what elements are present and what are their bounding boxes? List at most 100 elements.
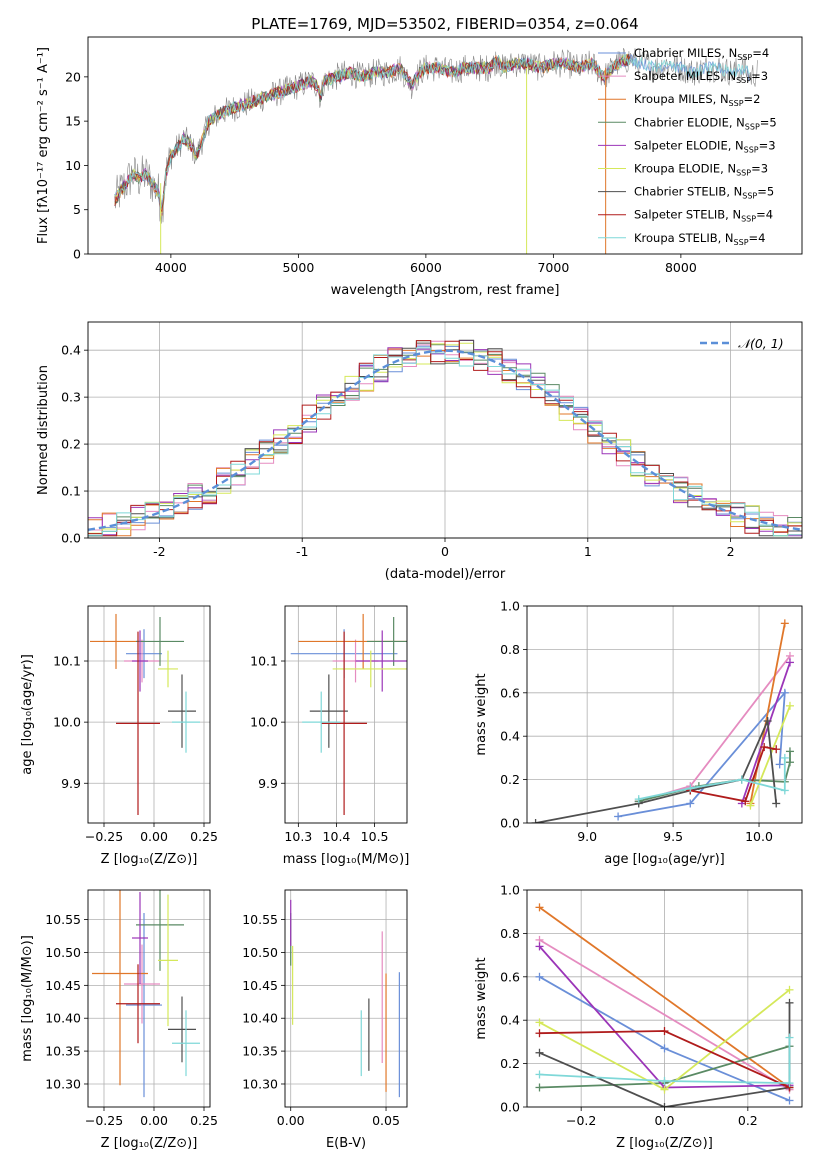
y-tick-label: 10.45: [242, 978, 278, 993]
y-tick-label: 10.55: [242, 912, 278, 927]
axes-frame: [87, 36, 803, 255]
weight-vs-age-panel: 9.0 9.5 10.0 0.0 0.2 0.4 0.6 0.8 1.0 age [log₁₀(a…: [474, 599, 803, 867]
y-tick-label: 9.9: [61, 776, 81, 791]
figure-title: PLATE=1769, MJD=53502, FIBERID=0354, z=0…: [251, 15, 638, 33]
legend-label: Kroupa MILES, NSSP=2: [634, 92, 760, 108]
x-tick-label: 0: [441, 544, 449, 559]
x-tick-label: 0.25: [190, 1113, 218, 1128]
series-line: [539, 939, 790, 1091]
axes-frame: [284, 605, 408, 824]
x-tick-label: -1: [296, 544, 308, 559]
series-line: [538, 906, 791, 1089]
x-tick-label: 8000: [665, 260, 697, 275]
y-tick-label: 10.40: [45, 1011, 81, 1026]
y-axis-label: mass [log₁₀(M/M⊙)]: [20, 935, 35, 1062]
x-axis-label: Z [log₁₀(Z/Z⊙)]: [101, 852, 198, 867]
y-tick-label: 0.2: [500, 1056, 520, 1071]
x-tick-label: 0.00: [140, 1113, 168, 1128]
x-axis-label: wavelength [Angstrom, rest frame]: [331, 283, 560, 298]
y-tick-label: 10.50: [242, 945, 278, 960]
weight-vs-age-series: [531, 619, 794, 823]
residual-histograms: [88, 339, 802, 538]
y-tick-label: 0.3: [61, 390, 81, 405]
axes-frame: [87, 605, 211, 824]
x-tick-label: 0.00: [140, 829, 168, 844]
x-tick-label: 7000: [537, 260, 569, 275]
y-tick-label: 10.35: [45, 1044, 81, 1059]
legend-label: Salpeter ELODIE, NSSP=3: [634, 138, 776, 154]
axes-frame: [284, 889, 408, 1108]
x-axis-label: Z [log₁₀(Z/Z⊙)]: [101, 1136, 198, 1151]
y-axis-label: Flux [fλ10⁻¹⁷ erg cm⁻² s⁻¹ A⁻¹]: [36, 47, 51, 244]
y-tick-label: 0.6: [500, 969, 520, 984]
y-tick-label: 10.1: [53, 654, 81, 669]
series-line: [617, 690, 786, 818]
y-axis-label: mass weight: [474, 673, 489, 755]
y-tick-label: 15: [65, 114, 81, 129]
residual-histogram: [88, 347, 802, 538]
residual-histogram: [88, 340, 802, 538]
x-tick-label: 1: [584, 544, 592, 559]
x-tick-label: 9.5: [663, 829, 683, 844]
age-vs-mass-panel: 10.3 10.4 10.5 9.9 10.0 10.1 mass [log₁₀(M/M⊙)…: [250, 605, 409, 867]
y-tick-label: 10.0: [53, 715, 81, 730]
series-line: [690, 745, 777, 803]
spectrum-legend: Chabrier MILES, NSSP=4 Salpeter MILES, NS…: [598, 46, 777, 247]
y-tick-label: 0.1: [61, 484, 81, 499]
y-tick-label: 10: [65, 158, 81, 173]
x-tick-label: 0.25: [190, 829, 218, 844]
x-tick-label: 0.05: [372, 1113, 400, 1128]
y-tick-label: 0.8: [500, 642, 520, 657]
y-tick-label: 9.9: [258, 776, 278, 791]
y-tick-label: 0.8: [500, 926, 520, 941]
legend-label: 𝒩(0, 1): [738, 336, 784, 351]
legend-label: Chabrier MILES, NSSP=4: [634, 46, 769, 62]
x-tick-label: 10.4: [323, 829, 351, 844]
x-axis-label: Z [log₁₀(Z/Z⊙)]: [616, 1136, 713, 1151]
x-tick-label: 6000: [410, 260, 442, 275]
x-tick-label: 5000: [282, 260, 314, 275]
x-axis-label: E(B-V): [326, 1136, 366, 1151]
x-tick-label: 4000: [155, 260, 187, 275]
y-axis-label: age [log₁₀(age/yr)]: [20, 654, 35, 775]
mass-vs-Z-panel: −0.25 0.00 0.25 10.30 10.35 10.40 10.45 10.50 10…: [20, 889, 218, 1151]
gaussian-curve: [88, 349, 802, 531]
x-tick-label: 0.0: [655, 1113, 675, 1128]
x-tick-label: 0.00: [277, 1113, 305, 1128]
series-line: [749, 705, 791, 806]
y-tick-label: 10.30: [45, 1076, 81, 1091]
weight-vs-Z-panel: −0.2 0.0 0.2 0.0 0.2 0.4 0.6 0.8 1.0 Z [log₁₀(Z/Z…: [474, 883, 803, 1151]
y-tick-label: 10.0: [250, 715, 278, 730]
series-line: [749, 623, 786, 804]
axes-frame: [87, 321, 803, 539]
age-vs-mass-points: [290, 613, 407, 816]
legend-label: Salpeter STELIB, NSSP=4: [634, 208, 773, 224]
y-tick-label: 1.0: [500, 599, 520, 614]
y-tick-label: 10.55: [45, 912, 81, 927]
y-tick-label: 1.0: [500, 883, 520, 898]
y-tick-label: 0.0: [500, 816, 520, 831]
y-tick-label: 0: [73, 247, 81, 262]
x-tick-label: 10.5: [361, 829, 389, 844]
legend-label: Chabrier ELODIE, NSSP=5: [634, 115, 777, 131]
x-tick-label: −0.25: [85, 829, 123, 844]
y-tick-label: 0.4: [500, 1013, 520, 1028]
axes-frame: [526, 605, 803, 824]
residual-legend: 𝒩(0, 1): [700, 336, 784, 351]
weight-vs-Z-series: [535, 903, 794, 1107]
y-tick-label: 10.1: [250, 654, 278, 669]
legend-label: Kroupa STELIB, NSSP=4: [634, 231, 765, 247]
y-tick-label: 0.4: [500, 729, 520, 744]
y-tick-label: 20: [65, 69, 81, 84]
y-tick-label: 10.45: [45, 978, 81, 993]
y-tick-label: 10.30: [242, 1076, 278, 1091]
age-vs-Z-panel: −0.25 0.00 0.25 9.9 10.0 10.1 Z [log₁₀(Z/Z⊙)] a…: [20, 605, 218, 867]
x-tick-label: 0.2: [738, 1113, 758, 1128]
y-tick-label: 0.2: [500, 772, 520, 787]
x-tick-label: -2: [153, 544, 165, 559]
x-tick-label: −0.2: [566, 1113, 596, 1128]
mass-vs-Z-points: [92, 890, 200, 1098]
y-tick-label: 0.4: [61, 343, 81, 358]
mass-vs-EBV-points: [290, 899, 400, 1098]
